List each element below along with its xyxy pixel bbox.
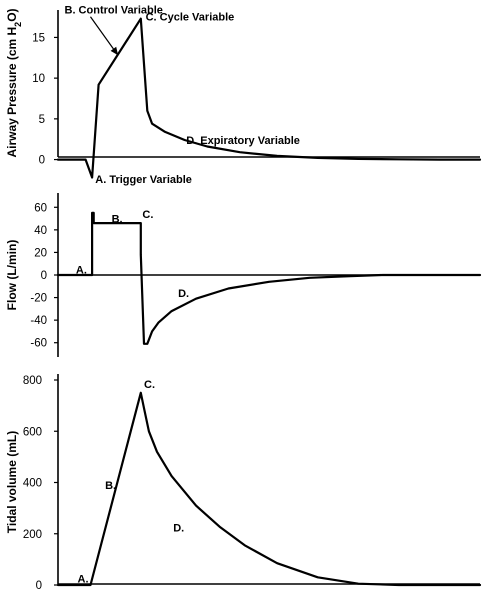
flow-y-tick-label: 40 (34, 225, 47, 237)
flow-series-line (56, 211, 482, 345)
pressure-series-line (56, 17, 482, 179)
annotation-trigger-variable: A. Trigger Variable (95, 174, 192, 186)
volume-y-tick-label: 400 (23, 478, 42, 490)
flow-annotation-a: A. (76, 264, 87, 276)
volume-y-label: Tidal volume (mL) (5, 431, 19, 533)
pressure-y-tick-label: 0 (39, 155, 45, 167)
volume-annotation-d: D. (173, 522, 184, 534)
pressure-y-ticks: 0 5 10 15 (32, 32, 58, 167)
flow-annotation-d: D. (178, 288, 189, 300)
annotation-expiratory-variable: D. Expiratory Variable (186, 135, 300, 147)
volume-y-tick-label: 800 (23, 375, 42, 387)
volume-panel: 0 200 400 600 800 Tidal volume (mL) C. B. D.… (5, 374, 482, 590)
volume-annotation-c: C. (144, 379, 155, 391)
flow-annotation-b: B. (112, 214, 123, 226)
pressure-y-tick-label: 10 (32, 73, 45, 85)
volume-y-tick-label: 200 (23, 529, 42, 541)
flow-y-tick-label: 20 (34, 247, 47, 259)
control-variable-arrowhead (110, 46, 119, 56)
flow-y-ticks: 60 40 20 0 -20 -40 -60 (30, 202, 58, 350)
volume-y-tick-label: 0 (36, 580, 42, 590)
pressure-y-tick-label: 5 (39, 114, 45, 126)
flow-y-tick-label: 0 (41, 270, 47, 282)
flow-y-tick-label: 60 (34, 202, 47, 214)
volume-annotations: C. B. D. A. (78, 379, 185, 586)
volume-y-tick-label: 600 (23, 426, 42, 438)
flow-y-tick-label: -60 (30, 338, 47, 350)
flow-y-tick-label: -40 (30, 315, 47, 327)
pressure-y-tick-label: 15 (32, 32, 45, 44)
volume-annotation-a: A. (78, 574, 89, 586)
pressure-y-label: Airway Pressure (cm H2O) (5, 8, 23, 157)
volume-y-ticks: 0 200 400 600 800 (23, 375, 58, 590)
annotation-control-variable: B. Control Variable (65, 5, 163, 17)
flow-annotations: A. B. C. D. (76, 209, 189, 300)
pressure-panel: 0 5 10 15 Airway Pressure (cm H2O) B. Contr… (5, 5, 482, 186)
flow-annotation-c: C. (142, 209, 153, 221)
annotation-cycle-variable: C. Cycle Variable (146, 11, 235, 23)
flow-y-tick-label: -20 (30, 293, 47, 305)
pressure-annotations: B. Control Variable C. Cycle Variable D.… (65, 5, 300, 186)
flow-panel: 60 40 20 0 -20 -40 -60 Flow (L/min) A. B. C. D… (5, 193, 482, 357)
volume-series-line (56, 391, 482, 587)
volume-annotation-b: B. (105, 480, 116, 492)
flow-y-label: Flow (L/min) (5, 240, 19, 311)
